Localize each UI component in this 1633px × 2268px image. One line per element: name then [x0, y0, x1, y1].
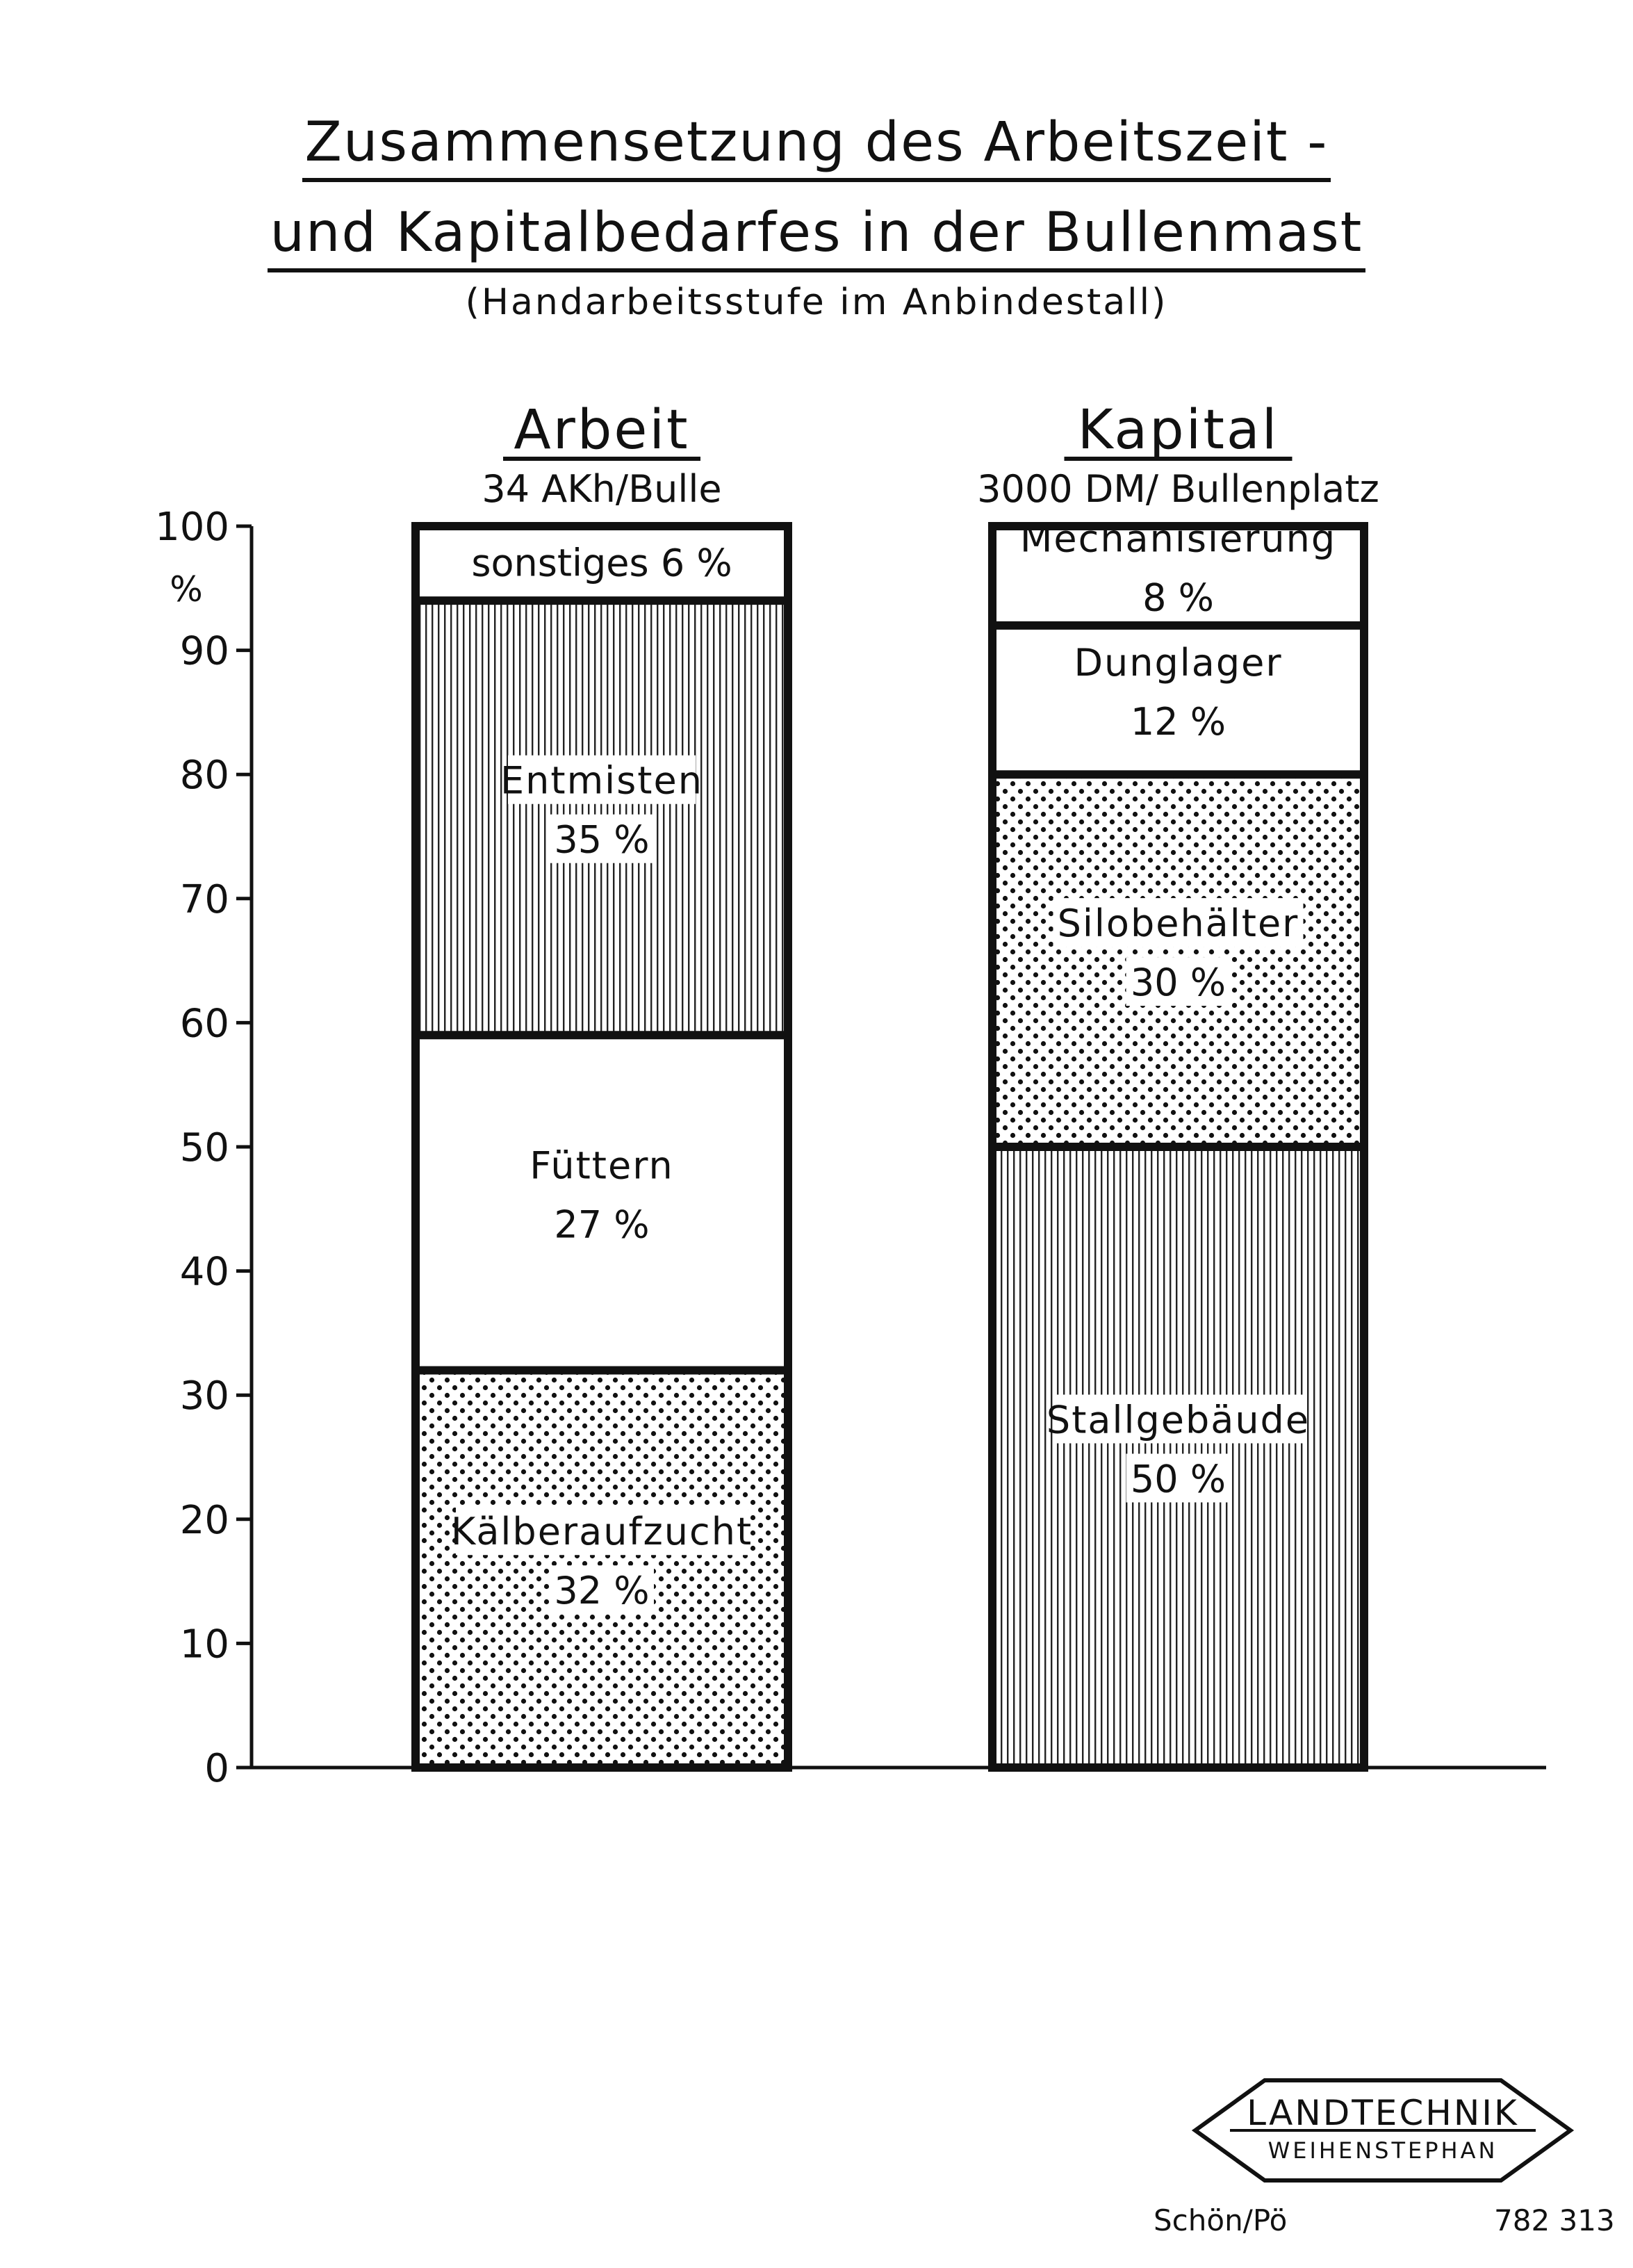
- bars: Arbeit 34 AKh/Bulle Kälberaufzucht 32 % Fütt…: [411, 399, 1379, 1772]
- y-tick-label: 50: [180, 1125, 229, 1170]
- segment-value-label: 50 %: [1131, 1458, 1226, 1501]
- label-backdrop: [1126, 957, 1231, 1006]
- label-backdrop: [1126, 1453, 1231, 1503]
- y-tick-label: 60: [180, 1001, 229, 1046]
- segment-dunglager: [992, 625, 1364, 775]
- y-tick-label: 70: [180, 877, 229, 922]
- bar-outline: [988, 522, 1368, 1772]
- bar-header-arbeit: Arbeit: [514, 399, 689, 462]
- segment-label: Entmisten: [500, 759, 703, 803]
- document-number: 782 313: [1494, 2203, 1615, 2237]
- bar-arbeit: Arbeit 34 AKh/Bulle Kälberaufzucht 32 % Fütt…: [411, 399, 792, 1772]
- segment-value-label: 32 %: [554, 1569, 649, 1613]
- y-tick-label: 30: [180, 1373, 229, 1419]
- segment-label: Dunglager: [1074, 641, 1282, 685]
- y-tick-label: 0: [204, 1746, 229, 1791]
- segment-value-label: 35 %: [554, 818, 649, 862]
- segment-value-label: 12 %: [1131, 700, 1226, 744]
- y-axis-unit-label: %: [170, 569, 203, 610]
- segment-value-label: 30 %: [1131, 961, 1226, 1004]
- bar-unit-label: 3000 DM/ Bullenplatz: [977, 467, 1379, 511]
- label-backdrop: [1053, 1394, 1304, 1444]
- segment-label: Silobehälter: [1058, 902, 1299, 945]
- segment-mechanisierung: [992, 526, 1364, 626]
- y-tick-label: 90: [180, 629, 229, 674]
- segment-sonstiges: [416, 526, 788, 601]
- segment-label: sonstiges 6 %: [471, 541, 732, 585]
- author-code: Schön/Pö: [1154, 2203, 1288, 2237]
- segment-label: Füttern: [530, 1143, 673, 1187]
- label-backdrop: [550, 814, 654, 863]
- label-backdrop: [550, 1565, 654, 1615]
- stamp-line-2: WEIHENSTEPHAN: [1267, 2137, 1498, 2164]
- bar-unit-label: 34 AKh/Bulle: [482, 467, 721, 511]
- segment-label: Kälberaufzucht: [451, 1510, 753, 1553]
- stamp-hexagon-icon: [1191, 2078, 1575, 2183]
- y-tick-label: 20: [180, 1498, 229, 1543]
- bar-kapital: Kapital 3000 DM/ Bullenplatz Stallgebäude 5…: [977, 399, 1379, 1772]
- y-tick-label: 80: [180, 753, 229, 798]
- segment-füttern: [416, 1035, 788, 1371]
- chart-title-line-1: Zusammensetzung des Arbeitszeit -: [0, 111, 1633, 182]
- label-backdrop: [456, 1506, 748, 1556]
- bar-header-kapital: Kapital: [1078, 399, 1279, 462]
- chart-title-line-2: und Kapitalbedarfes in der Bullenmast: [0, 202, 1633, 272]
- segment-label: Stallgebäude: [1047, 1398, 1310, 1442]
- label-backdrop: [1053, 898, 1304, 947]
- segment-value-label: 27 %: [554, 1202, 649, 1246]
- segment-value-label: 8 %: [1142, 576, 1214, 619]
- landtechnik-stamp: LANDTECHNIK WEIHENSTEPHAN: [1188, 2075, 1577, 2186]
- label-backdrop: [508, 755, 696, 804]
- bar-outline: [411, 522, 792, 1772]
- y-tick-label: 100: [155, 505, 229, 550]
- chart-subtitle: (Handarbeitsstufe im Anbindestall): [465, 282, 1168, 323]
- y-tick-label: 40: [180, 1250, 229, 1295]
- stamp-line-1: LANDTECHNIK: [1247, 2093, 1519, 2133]
- y-tick-label: 10: [180, 1622, 229, 1667]
